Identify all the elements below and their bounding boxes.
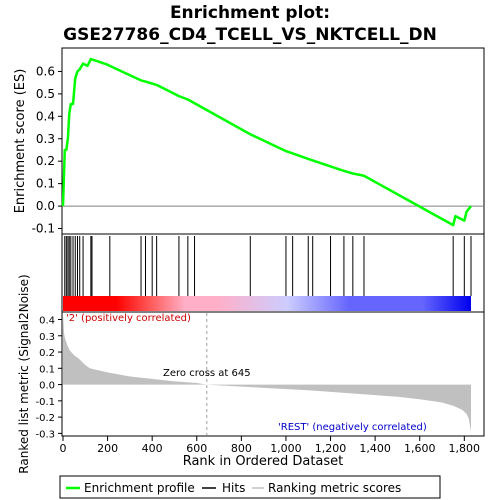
- metric-y-tick-label: 0.0: [39, 381, 55, 392]
- es-y-tick-label: 0.0: [36, 199, 55, 213]
- hit-lines: [64, 236, 472, 296]
- es-panel: -0.1 0.0 0.1 0.2 0.3 0.4 0.5 0.6 Enrichment sco…: [13, 47, 485, 236]
- enrichment-profile-line: [61, 57, 472, 227]
- metric-panel-frame: [61, 311, 485, 437]
- x-tick-label: 1,000: [270, 442, 302, 455]
- chart-subtitle: GSE27786_CD4_TCELL_VS_NKTCELL_DN: [63, 25, 437, 45]
- metric-y-tick-label: 0.4: [39, 316, 55, 327]
- x-tick-label: 1,600: [404, 442, 436, 455]
- metric-y-ticks: -0.3 -0.2 -0.1 0.0 0.1 0.2 0.3 0.4: [35, 316, 62, 440]
- es-y-tick-label: 0.4: [36, 109, 55, 123]
- x-tick-label: 200: [97, 442, 118, 455]
- positive-correlation-label: '2' (positively correlated): [66, 313, 191, 324]
- es-y-tick-label: 0.5: [36, 87, 55, 101]
- metric-y-tick-label: -0.3: [35, 429, 55, 440]
- negative-correlation-label: 'REST' (negatively correlated): [278, 422, 427, 433]
- x-tick-label: 1,400: [359, 442, 391, 455]
- chart-title: Enrichment plot:: [170, 3, 330, 23]
- es-y-tick-label: -0.1: [32, 222, 55, 236]
- metric-y-tick-label: -0.2: [35, 413, 55, 424]
- x-tick-label: 600: [186, 442, 207, 455]
- x-tick-label: 1,200: [315, 442, 347, 455]
- metric-y-tick-label: -0.1: [35, 397, 55, 408]
- metric-y-tick-label: 0.1: [39, 364, 55, 375]
- metric-y-tick-label: 0.2: [39, 348, 55, 359]
- es-y-tick-label: 0.2: [36, 154, 55, 168]
- metric-y-tick-label: 0.3: [39, 332, 55, 343]
- ranking-heatmap-bar: [63, 296, 471, 311]
- x-axis-ticks: 0 200 400 600 800 1,000 1,200 1,400 1,600 1,800: [60, 436, 481, 455]
- x-tick-label: 800: [231, 442, 252, 455]
- es-y-ticks: -0.1 0.0 0.1 0.2 0.3 0.4 0.5 0.6: [32, 64, 62, 236]
- x-tick-label: 0: [60, 442, 67, 455]
- x-tick-label: 400: [142, 442, 163, 455]
- es-y-tick-label: 0.3: [36, 132, 55, 146]
- metric-y-axis-label: Ranked list metric (Signal2Noise): [17, 274, 31, 473]
- x-tick-label: 1,800: [449, 442, 481, 455]
- legend-frame: [59, 475, 441, 499]
- legend-hits-label: Hits: [222, 481, 245, 495]
- legend: Enrichment profile Hits Ranking metric s…: [59, 475, 441, 499]
- zero-cross-label: Zero cross at 645: [163, 368, 251, 379]
- x-axis-label: Rank in Ordered Dataset: [183, 454, 344, 469]
- es-y-tick-label: 0.1: [36, 177, 55, 191]
- legend-enrichment-profile-label: Enrichment profile: [84, 481, 195, 495]
- metric-panel: -0.3 -0.2 -0.1 0.0 0.1 0.2 0.3 0.4 '2' (positiv…: [17, 274, 485, 474]
- hits-panel: [61, 233, 485, 313]
- es-y-tick-label: 0.6: [36, 64, 55, 78]
- legend-ranking-metric-label: Ranking metric scores: [268, 481, 401, 495]
- es-y-axis-label: Enrichment score (ES): [13, 69, 28, 214]
